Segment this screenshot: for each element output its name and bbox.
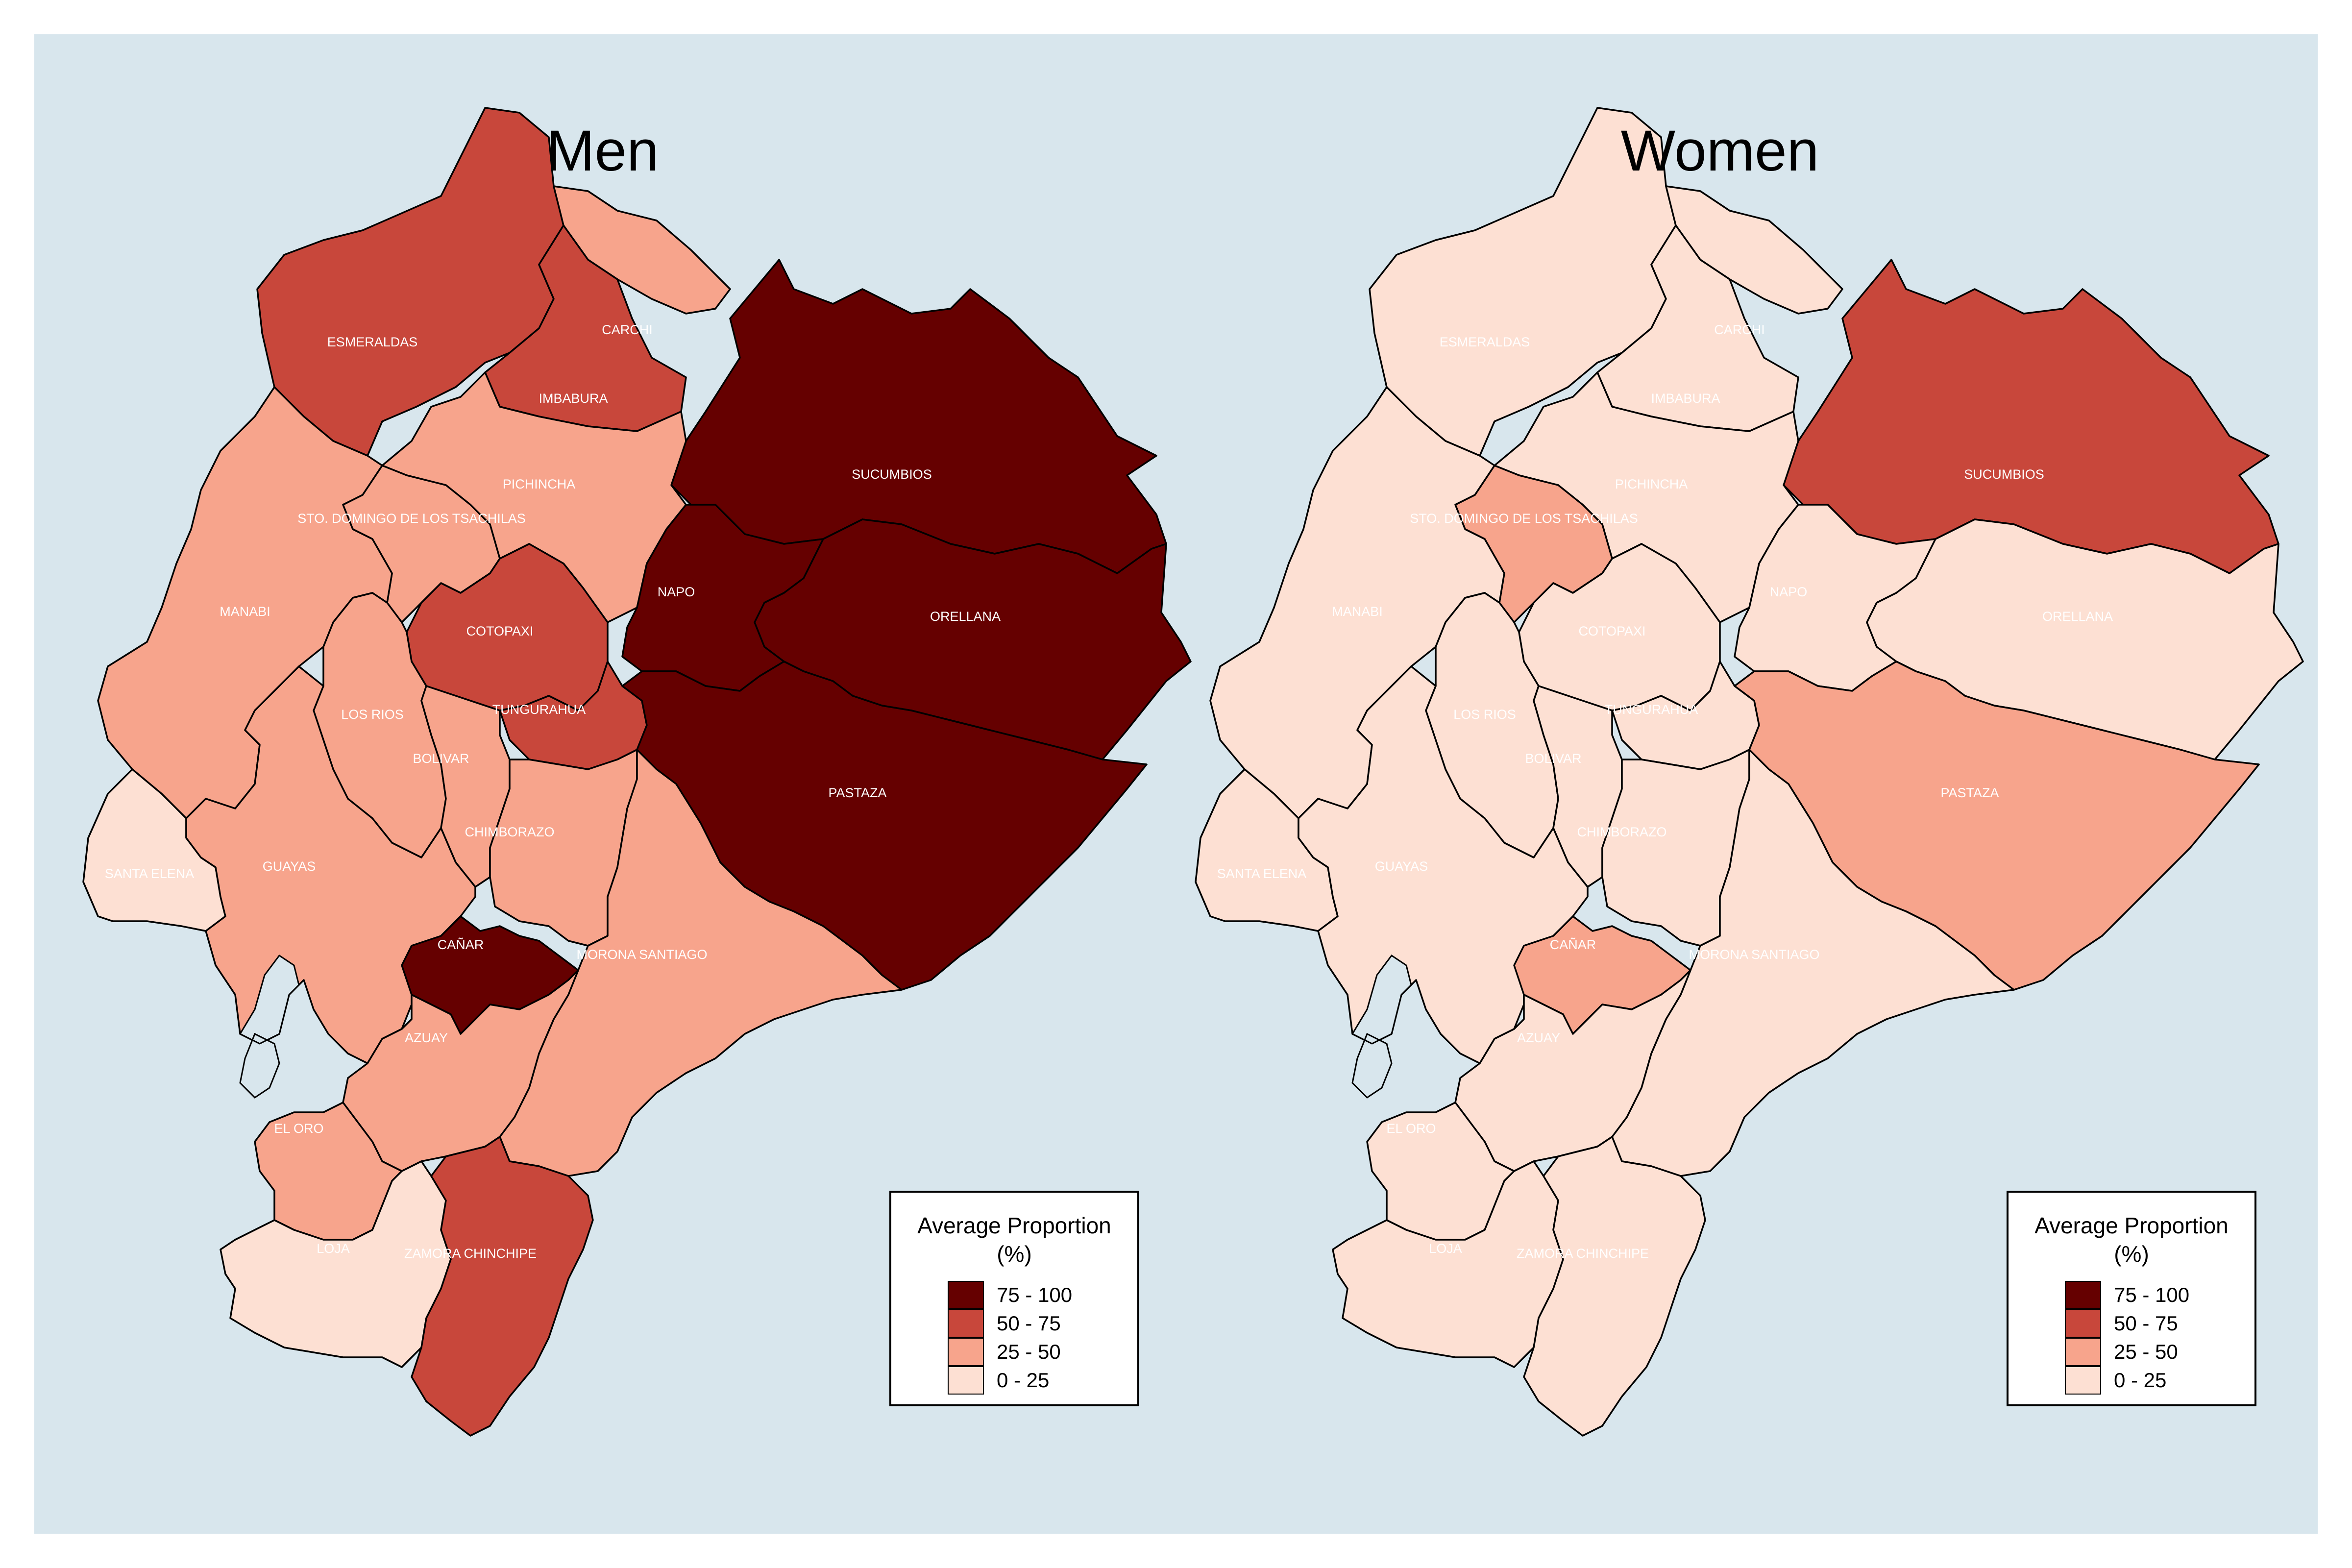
legend-title: Average Proportion <box>917 1213 1111 1238</box>
province-label: EL ORO <box>1386 1121 1436 1136</box>
province-label: EL ORO <box>274 1121 323 1136</box>
province-label: CARCHI <box>1714 322 1765 337</box>
legend-item: 0 - 25 <box>948 1366 1072 1395</box>
province-label: MORONA SANTIAGO <box>576 947 707 962</box>
legend-item: 50 - 75 <box>2065 1309 2189 1338</box>
choropleth-maps: ESMERALDAS CARCHI IMBABURA SUCUMBIOS PICHINC… <box>82 107 2304 1437</box>
province-label: TUNGURAHUA <box>1605 702 1698 717</box>
province-sucumbios <box>1783 259 2279 574</box>
province-morona-santiago <box>499 749 903 1177</box>
legend-label: 75 - 100 <box>2114 1283 2190 1306</box>
legend-label: 0 - 25 <box>997 1369 1050 1392</box>
province-label: STO. DOMINGO DE LOS TSACHILAS <box>1410 511 1638 526</box>
legend-label: 25 - 50 <box>2114 1340 2178 1363</box>
province-label: AZUAY <box>405 1030 448 1045</box>
legend-swatch <box>2065 1309 2101 1338</box>
estuary-water <box>1351 954 1412 1099</box>
legend-label: 50 - 75 <box>997 1312 1061 1335</box>
legend-swatch <box>2065 1337 2101 1366</box>
province-label: PICHINCHA <box>503 477 576 491</box>
province-label: SANTA ELENA <box>1217 866 1307 881</box>
province-label: TUNGURAHUA <box>492 702 586 717</box>
province-label: BOLIVAR <box>413 751 469 766</box>
province-label: LOS RIOS <box>341 707 404 722</box>
province-label: SUCUMBIOS <box>852 467 932 482</box>
province-label: ZAMORA CHINCHIPE <box>1517 1246 1649 1261</box>
map-men: ESMERALDAS CARCHI IMBABURA SUCUMBIOS PICHINC… <box>82 107 1192 1437</box>
province-label: ZAMORA CHINCHIPE <box>404 1246 537 1261</box>
panel-title-men: Men <box>546 119 659 183</box>
province-label: ORELLANA <box>930 609 1001 624</box>
province-label: CHIMBORAZO <box>465 825 554 839</box>
province-label: CAÑAR <box>438 937 484 952</box>
province-label: AZUAY <box>1517 1030 1560 1045</box>
province-label: ORELLANA <box>2042 609 2113 624</box>
legend-label: 50 - 75 <box>2114 1312 2178 1335</box>
legend-item: 25 - 50 <box>2065 1337 2189 1366</box>
province-label: ESMERALDAS <box>327 335 418 349</box>
province-label: LOS RIOS <box>1453 707 1516 722</box>
province-label: IMBABURA <box>1651 391 1720 406</box>
province-esmeraldas <box>1369 107 1677 457</box>
legend-item: 50 - 75 <box>948 1309 1072 1338</box>
province-label: MORONA SANTIAGO <box>1689 947 1819 962</box>
province-label: PASTAZA <box>1940 785 1999 800</box>
legend-title: Average Proportion <box>2034 1213 2229 1238</box>
province-label: SANTA ELENA <box>105 866 195 881</box>
province-label: GUAYAS <box>263 859 316 874</box>
legend-label: 0 - 25 <box>2114 1369 2167 1392</box>
estuary-water <box>239 954 300 1099</box>
province-sucumbios <box>670 259 1167 574</box>
province-zamora-chinchipe <box>1523 1136 1706 1437</box>
province-morona-santiago <box>1611 749 2015 1177</box>
province-label: SUCUMBIOS <box>1964 467 2044 482</box>
legend-item: 0 - 25 <box>2065 1366 2189 1395</box>
province-label: GUAYAS <box>1375 859 1428 874</box>
legend-swatch <box>948 1366 984 1395</box>
province-label: PICHINCHA <box>1615 477 1688 491</box>
legend-label: 25 - 50 <box>997 1340 1061 1363</box>
map-women: ESMERALDAS CARCHI IMBABURA SUCUMBIOS PICHINC… <box>1195 107 2304 1437</box>
panel-title-women: Women <box>1620 119 1819 183</box>
legend-swatch <box>2065 1366 2101 1395</box>
province-label: NAPO <box>1770 585 1808 599</box>
legend-swatch <box>2065 1280 2101 1309</box>
province-label: IMBABURA <box>539 391 608 406</box>
province-label: CHIMBORAZO <box>1577 825 1666 839</box>
legend-swatch <box>948 1280 984 1309</box>
province-label: BOLIVAR <box>1525 751 1581 766</box>
legend-men: Average Proportion (%) 75 - 100 50 - 75 … <box>889 1191 1139 1406</box>
legend-items: 75 - 100 50 - 75 25 - 50 0 - 25 <box>948 1280 1073 1395</box>
province-loja <box>220 1160 452 1368</box>
province-label: COTOPAXI <box>1578 624 1645 638</box>
legend-subtitle: (%) <box>997 1241 1032 1267</box>
legend-women: Average Proportion (%) 75 - 100 50 - 75 … <box>2007 1191 2256 1406</box>
legend-subtitle: (%) <box>2114 1241 2149 1267</box>
legend-item: 25 - 50 <box>948 1337 1072 1366</box>
figure-canvas: ESMERALDAS CARCHI IMBABURA SUCUMBIOS PICHINC… <box>34 34 2318 1534</box>
province-esmeraldas <box>256 107 564 457</box>
legend-swatch <box>948 1309 984 1338</box>
province-label: ESMERALDAS <box>1440 335 1530 349</box>
legend-items: 75 - 100 50 - 75 25 - 50 0 - 25 <box>2065 1280 2190 1395</box>
province-label: COTOPAXI <box>466 624 533 638</box>
province-label: LOJA <box>317 1241 350 1256</box>
legend-swatch <box>948 1337 984 1366</box>
legend-label: 75 - 100 <box>997 1283 1073 1306</box>
province-label: STO. DOMINGO DE LOS TSACHILAS <box>297 511 526 526</box>
province-label: NAPO <box>658 585 695 599</box>
province-label: CAÑAR <box>1550 937 1596 952</box>
province-loja <box>1332 1160 1564 1368</box>
province-label: PASTAZA <box>828 785 886 800</box>
province-label: CARCHI <box>602 322 653 337</box>
province-label: MANABI <box>220 604 270 619</box>
province-label: LOJA <box>1429 1241 1462 1256</box>
province-zamora-chinchipe <box>411 1136 594 1437</box>
province-label: MANABI <box>1332 604 1383 619</box>
legend-item: 75 - 100 <box>2065 1280 2190 1309</box>
legend-item: 75 - 100 <box>948 1280 1073 1309</box>
